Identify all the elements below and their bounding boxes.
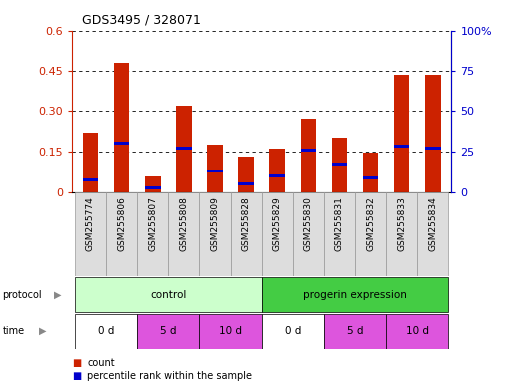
Text: 10 d: 10 d <box>219 326 242 336</box>
Bar <box>269 149 285 192</box>
Bar <box>207 170 223 172</box>
Text: GSM255833: GSM255833 <box>397 196 406 251</box>
Bar <box>394 146 409 148</box>
Bar <box>176 106 192 192</box>
Text: 5 d: 5 d <box>347 326 363 336</box>
FancyBboxPatch shape <box>137 314 200 349</box>
Bar <box>363 153 378 192</box>
Text: ▶: ▶ <box>38 326 46 336</box>
Text: progerin expression: progerin expression <box>303 290 407 300</box>
Text: 10 d: 10 d <box>406 326 429 336</box>
FancyBboxPatch shape <box>293 192 324 276</box>
Bar <box>269 174 285 177</box>
FancyBboxPatch shape <box>75 277 262 312</box>
Text: GSM255808: GSM255808 <box>180 196 188 251</box>
FancyBboxPatch shape <box>200 314 262 349</box>
Text: GSM255832: GSM255832 <box>366 196 375 251</box>
Text: GSM255829: GSM255829 <box>273 196 282 251</box>
Bar <box>239 182 254 185</box>
FancyBboxPatch shape <box>262 314 324 349</box>
FancyBboxPatch shape <box>262 192 293 276</box>
Bar <box>425 75 441 192</box>
Text: GSM255806: GSM255806 <box>117 196 126 251</box>
FancyBboxPatch shape <box>230 192 262 276</box>
Text: 5 d: 5 d <box>160 326 176 336</box>
FancyBboxPatch shape <box>386 314 448 349</box>
Bar <box>145 176 161 192</box>
Bar <box>239 157 254 192</box>
FancyBboxPatch shape <box>262 277 448 312</box>
Bar <box>331 138 347 192</box>
Bar <box>207 145 223 192</box>
FancyBboxPatch shape <box>106 192 137 276</box>
Text: GSM255807: GSM255807 <box>148 196 157 251</box>
Text: GSM255831: GSM255831 <box>335 196 344 251</box>
FancyBboxPatch shape <box>168 192 200 276</box>
Bar <box>394 75 409 192</box>
Bar <box>114 142 129 145</box>
Bar <box>331 163 347 166</box>
FancyBboxPatch shape <box>75 314 137 349</box>
Bar <box>83 178 98 180</box>
FancyBboxPatch shape <box>324 314 386 349</box>
Bar <box>301 119 316 192</box>
Text: control: control <box>150 290 186 300</box>
Text: percentile rank within the sample: percentile rank within the sample <box>87 371 252 381</box>
Text: GSM255834: GSM255834 <box>428 196 437 251</box>
FancyBboxPatch shape <box>200 192 230 276</box>
Text: GSM255828: GSM255828 <box>242 196 250 251</box>
Bar <box>363 176 378 179</box>
Text: GSM255774: GSM255774 <box>86 196 95 251</box>
FancyBboxPatch shape <box>386 192 417 276</box>
Text: ■: ■ <box>72 358 81 368</box>
Text: count: count <box>87 358 115 368</box>
FancyBboxPatch shape <box>75 192 106 276</box>
Bar <box>425 147 441 150</box>
FancyBboxPatch shape <box>324 192 355 276</box>
Text: GDS3495 / 328071: GDS3495 / 328071 <box>82 14 201 27</box>
Text: GSM255809: GSM255809 <box>210 196 220 251</box>
Text: GSM255830: GSM255830 <box>304 196 313 251</box>
Text: protocol: protocol <box>3 290 42 300</box>
Text: ▶: ▶ <box>54 290 62 300</box>
Bar <box>145 186 161 189</box>
Bar <box>114 63 129 192</box>
Bar <box>83 133 98 192</box>
Bar <box>301 149 316 152</box>
FancyBboxPatch shape <box>355 192 386 276</box>
FancyBboxPatch shape <box>137 192 168 276</box>
Bar <box>176 147 192 150</box>
Text: 0 d: 0 d <box>285 326 301 336</box>
Text: time: time <box>3 326 25 336</box>
FancyBboxPatch shape <box>417 192 448 276</box>
Text: ■: ■ <box>72 371 81 381</box>
Text: 0 d: 0 d <box>98 326 114 336</box>
